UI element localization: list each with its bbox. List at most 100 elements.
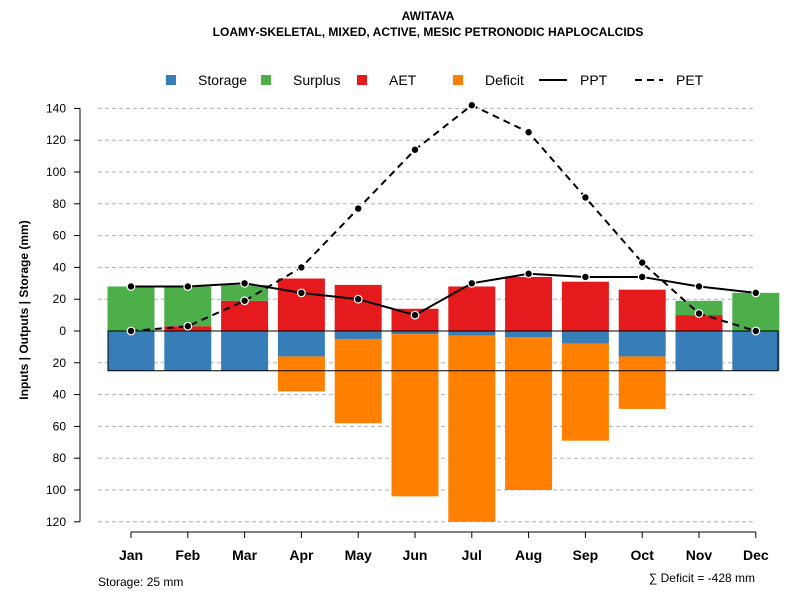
pet-point-nov <box>694 309 704 318</box>
pet-point-aug <box>524 127 533 137</box>
x-tick-label-jun: Jun <box>403 547 428 563</box>
storage-bar-sep <box>561 331 609 344</box>
pet-point-apr <box>297 263 306 272</box>
deficit-bar-jul <box>448 335 496 522</box>
storage-bar-may <box>334 331 382 339</box>
deficit-bar-apr <box>277 356 325 392</box>
legend-label-surplus: Surplus <box>293 72 340 88</box>
storage-bar-apr <box>277 331 325 357</box>
ppt-point-jun <box>410 310 420 320</box>
ppt-point-feb <box>183 282 193 291</box>
legend-swatch-surplus <box>261 75 271 85</box>
x-tick-label-apr: Apr <box>289 547 314 563</box>
ppt-point-oct <box>637 272 647 282</box>
y-tick-label: 40 <box>53 388 67 402</box>
y-tick-label: 20 <box>53 356 67 370</box>
chart-subtitle: LOAMY-SKELETAL, MIXED, ACTIVE, MESIC PET… <box>213 25 644 39</box>
pet-point-oct <box>637 258 647 268</box>
storage-bar-dec <box>732 331 780 371</box>
legend-label-ppt: PPT <box>580 72 608 88</box>
storage-bar-jun <box>391 331 439 335</box>
x-tick-label-mar: Mar <box>232 547 257 563</box>
legend-swatch-deficit <box>453 75 463 85</box>
ppt-point-jan <box>126 282 136 291</box>
surplus-bar-jan <box>107 286 155 331</box>
ppt-point-may <box>353 294 363 304</box>
y-axis-title: Inputs | Outputs | Storage (mm) <box>17 220 31 399</box>
ppt-point-dec <box>751 288 761 298</box>
x-tick-label-feb: Feb <box>175 547 200 563</box>
surplus-bar-nov <box>675 300 723 316</box>
ppt-line <box>131 272 756 317</box>
aet-bar-jul <box>448 286 496 331</box>
deficit-bar-oct <box>618 356 666 409</box>
storage-bar-nov <box>675 331 723 371</box>
x-tick-label-sep: Sep <box>573 547 599 563</box>
pet-point-mar <box>240 296 250 306</box>
pet-point-feb <box>183 321 193 331</box>
x-tick-label-dec: Dec <box>743 547 769 563</box>
y-tick-label: 60 <box>53 419 67 433</box>
storage-bar-oct <box>618 331 666 357</box>
pet-line <box>130 104 757 332</box>
legend-label-storage: Storage <box>198 72 247 88</box>
legend-swatch-storage <box>166 75 176 85</box>
y-tick-label: 20 <box>53 292 67 306</box>
ppt-point-apr <box>297 288 306 298</box>
aet-bar-aug <box>505 276 553 331</box>
ppt-point-nov <box>694 282 704 291</box>
ppt-point-aug <box>524 269 533 279</box>
surplus-bar-dec <box>732 292 780 331</box>
surplus-bar-feb <box>164 286 212 327</box>
aet-bar-apr <box>277 278 325 331</box>
y-tick-label: 40 <box>53 260 67 274</box>
aet-bar-nov <box>675 315 723 331</box>
y-tick-label: 60 <box>53 229 67 243</box>
pet-point-may <box>353 204 363 213</box>
aet-bar-sep <box>561 281 609 331</box>
pet-point-sep <box>581 193 590 202</box>
axes: 140 120 100 80 60 40 20 0 20 40 60 80 100 120 Jan Feb Ma… <box>46 101 769 563</box>
pet-point-jan <box>126 326 136 336</box>
y-tick-label: 80 <box>53 451 67 465</box>
x-tick-label-oct: Oct <box>631 547 655 563</box>
series-lines <box>107 100 779 372</box>
deficit-note: ∑ Deficit = -428 mm <box>649 571 755 585</box>
chart-title: AWITAVA <box>402 9 455 23</box>
legend-label-aet: AET <box>389 72 417 88</box>
y-tick-label: 80 <box>53 197 67 211</box>
deficit-bar-sep <box>561 343 609 441</box>
surplus-bar-mar <box>221 284 269 301</box>
pet-point-jul <box>467 100 477 110</box>
storage-bar-aug <box>505 331 553 338</box>
x-tick-label-nov: Nov <box>686 547 713 563</box>
ppt-point-jul <box>467 278 477 288</box>
ppt-point-sep <box>581 272 590 282</box>
x-tick-label-jan: Jan <box>119 547 143 563</box>
deficit-bar-aug <box>505 337 553 490</box>
y-tick-label: 0 <box>59 324 66 338</box>
pet-point-dec <box>751 326 761 336</box>
deficit-bar-may <box>334 338 382 424</box>
ppt-point-mar <box>240 278 250 288</box>
y-tick-label: 100 <box>46 165 66 179</box>
aet-bar-jun <box>391 308 439 331</box>
storage-note: Storage: 25 mm <box>98 575 183 589</box>
aet-bar-mar <box>221 300 269 331</box>
storage-bar-jan <box>107 331 155 371</box>
deficit-bar-jun <box>391 334 439 497</box>
aet-bar-may <box>334 284 382 331</box>
bars <box>107 276 780 522</box>
storage-bar-mar <box>221 331 269 371</box>
aet-bar-oct <box>618 289 666 331</box>
pet-point-jun <box>410 145 420 155</box>
legend: Storage Surplus AET Deficit PPT PET <box>166 72 704 88</box>
y-tick-label: 120 <box>46 133 66 147</box>
legend-swatch-aet <box>357 75 367 85</box>
y-tick-label: 100 <box>46 483 66 497</box>
y-tick-label: 140 <box>46 101 66 115</box>
x-tick-label-aug: Aug <box>515 547 542 563</box>
legend-label-pet: PET <box>676 72 704 88</box>
y-tick-label: 120 <box>46 515 66 529</box>
